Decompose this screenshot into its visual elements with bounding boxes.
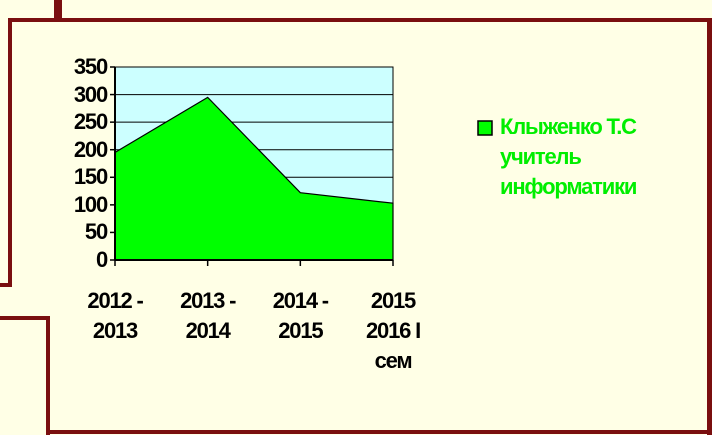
- y-tick-label: 50: [84, 219, 108, 245]
- frame-line: [0, 283, 12, 287]
- y-tick-label: 300: [73, 81, 108, 107]
- y-tick-label: 350: [73, 54, 108, 79]
- x-tick-label: 2013 - 2014: [180, 288, 236, 343]
- y-tick-label: 250: [73, 109, 108, 135]
- x-tick-label: 2015 2016 I сем: [366, 288, 421, 373]
- y-tick-label: 200: [73, 136, 108, 162]
- frame-line: [46, 430, 712, 434]
- frame-line: [0, 316, 50, 320]
- y-tick-label: 0: [95, 247, 108, 272]
- frame-line: [707, 18, 712, 435]
- legend-swatch: [477, 120, 493, 136]
- y-tick-label: 150: [73, 164, 108, 190]
- frame-line: [8, 18, 12, 286]
- frame-line: [8, 18, 712, 22]
- x-tick-label: 2014 - 2015: [272, 288, 329, 343]
- legend-label: Клыженко Т.С учитель информатики: [500, 114, 637, 199]
- frame-line: [46, 316, 50, 435]
- frame-line: [54, 0, 62, 22]
- y-tick-label: 100: [73, 191, 108, 217]
- x-tick-label: 2012 - 2013: [87, 288, 143, 343]
